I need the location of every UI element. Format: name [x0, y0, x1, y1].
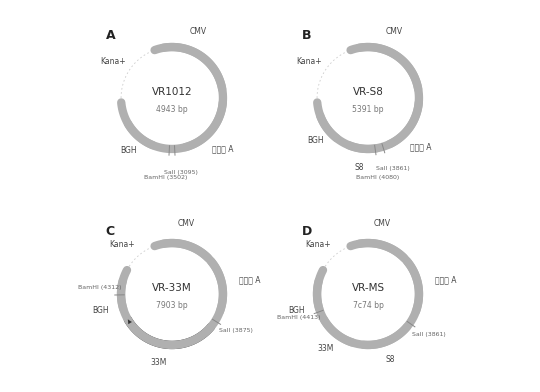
Text: 内含子 A: 内含子 A	[410, 142, 431, 151]
Text: SalI (3861): SalI (3861)	[376, 166, 410, 171]
Text: A: A	[106, 29, 116, 42]
Text: 33M: 33M	[318, 344, 334, 353]
Text: S8: S8	[386, 355, 395, 364]
Text: BGH: BGH	[92, 307, 109, 316]
Text: VR-33M: VR-33M	[152, 283, 192, 293]
Text: 4943 bp: 4943 bp	[156, 105, 188, 114]
Text: BamHI (3502): BamHI (3502)	[144, 175, 187, 180]
Text: SalI (3861): SalI (3861)	[413, 332, 446, 338]
Text: BGH: BGH	[307, 136, 323, 145]
Text: VR-MS: VR-MS	[352, 283, 384, 293]
Text: 内含子 A: 内含子 A	[239, 275, 261, 284]
Text: SalI (3095): SalI (3095)	[164, 170, 198, 175]
Text: B: B	[302, 29, 311, 42]
Text: D: D	[302, 225, 312, 238]
Text: BamHI (4312): BamHI (4312)	[78, 285, 122, 290]
Text: Kana+: Kana+	[296, 57, 321, 66]
Text: 33M: 33M	[150, 358, 167, 367]
Text: Kana+: Kana+	[109, 240, 135, 249]
Text: BamHI (4413): BamHI (4413)	[277, 315, 321, 320]
Text: CMV: CMV	[386, 27, 403, 36]
Text: SalI (3875): SalI (3875)	[219, 328, 253, 333]
Text: C: C	[106, 225, 115, 238]
Text: 5391 bp: 5391 bp	[352, 105, 384, 114]
Text: CMV: CMV	[374, 219, 390, 228]
Text: BGH: BGH	[288, 307, 305, 316]
Text: S8: S8	[354, 163, 363, 172]
Text: BamHI (4080): BamHI (4080)	[356, 175, 399, 180]
Text: Kana+: Kana+	[305, 240, 331, 249]
Text: BGH: BGH	[120, 147, 137, 156]
Text: VR-S8: VR-S8	[353, 87, 383, 97]
Text: 内含子 A: 内含子 A	[212, 144, 234, 153]
Text: 7903 bp: 7903 bp	[156, 301, 188, 310]
Text: 7c74 bp: 7c74 bp	[353, 301, 383, 310]
Text: CMV: CMV	[190, 27, 207, 36]
Text: VR1012: VR1012	[152, 87, 192, 97]
Text: 内含子 A: 内含子 A	[435, 275, 457, 284]
Text: CMV: CMV	[178, 219, 194, 228]
Text: Kana+: Kana+	[100, 57, 125, 66]
